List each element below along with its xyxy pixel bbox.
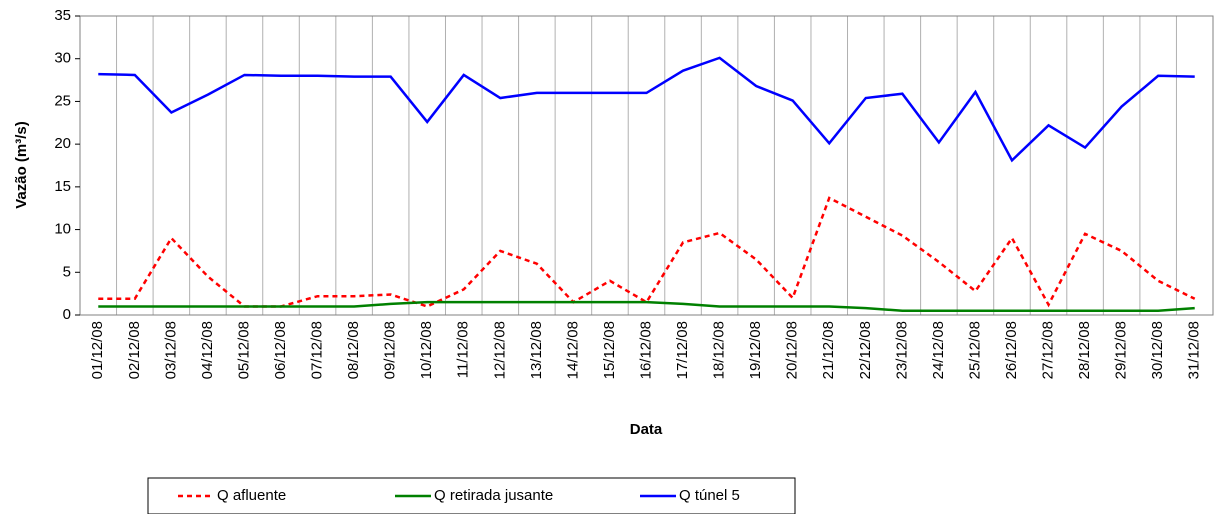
x-tick-label: 11/12/08 xyxy=(455,321,472,378)
y-tick-label: 15 xyxy=(54,178,71,195)
x-tick-label: 22/12/08 xyxy=(857,321,874,379)
y-tick-label: 5 xyxy=(63,263,71,280)
x-tick-label: 01/12/08 xyxy=(89,321,106,379)
legend-box xyxy=(147,477,796,514)
x-tick-label: 16/12/08 xyxy=(637,321,654,379)
x-tick-label: 19/12/08 xyxy=(747,321,764,379)
x-tick-label: 31/12/08 xyxy=(1186,321,1203,379)
y-tick-label: 20 xyxy=(54,135,71,152)
x-tick-label: 17/12/08 xyxy=(674,321,691,379)
x-tick-label: 30/12/08 xyxy=(1149,321,1166,379)
y-tick-label: 10 xyxy=(54,221,71,238)
x-tick-label: 04/12/08 xyxy=(199,321,216,379)
y-tick-label: 0 xyxy=(63,306,71,323)
x-tick-label: 15/12/08 xyxy=(601,321,618,379)
x-tick-label: 27/12/08 xyxy=(1040,321,1057,379)
x-tick-label: 20/12/08 xyxy=(784,321,801,379)
x-tick-label: 28/12/08 xyxy=(1076,321,1093,379)
series-line xyxy=(98,56,1195,163)
x-axis-label: Data xyxy=(630,421,663,438)
legend-label: Q túnel 5 xyxy=(679,487,740,504)
legend-label: Q retirada jusante xyxy=(434,487,553,504)
y-tick-label: 30 xyxy=(54,50,71,67)
x-tick-label: 13/12/08 xyxy=(528,321,545,379)
x-tick-label: 24/12/08 xyxy=(930,321,947,379)
y-tick-label: 35 xyxy=(54,7,71,24)
x-tick-label: 12/12/08 xyxy=(491,321,508,379)
x-tick-label: 08/12/08 xyxy=(345,321,362,379)
x-tick-label: 29/12/08 xyxy=(1113,321,1130,379)
x-tick-label: 06/12/08 xyxy=(272,321,289,379)
x-tick-label: 03/12/08 xyxy=(162,321,179,379)
x-tick-label: 21/12/08 xyxy=(820,321,837,379)
y-axis-label: Vazão (m³/s) xyxy=(13,121,30,209)
x-tick-label: 05/12/08 xyxy=(235,321,252,379)
legend-label: Q afluente xyxy=(217,487,286,504)
plot-border xyxy=(79,15,1214,316)
series-line xyxy=(98,300,1195,312)
x-tick-label: 09/12/08 xyxy=(382,321,399,379)
x-tick-label: 26/12/08 xyxy=(1003,321,1020,379)
x-tick-label: 23/12/08 xyxy=(893,321,910,379)
x-tick-label: 10/12/08 xyxy=(418,321,435,379)
x-tick-label: 02/12/08 xyxy=(126,321,143,379)
x-tick-label: 07/12/08 xyxy=(309,321,326,379)
x-tick-label: 25/12/08 xyxy=(966,321,983,379)
x-tick-label: 18/12/08 xyxy=(711,321,728,379)
x-tick-label: 14/12/08 xyxy=(564,321,581,379)
y-tick-label: 25 xyxy=(54,92,71,109)
